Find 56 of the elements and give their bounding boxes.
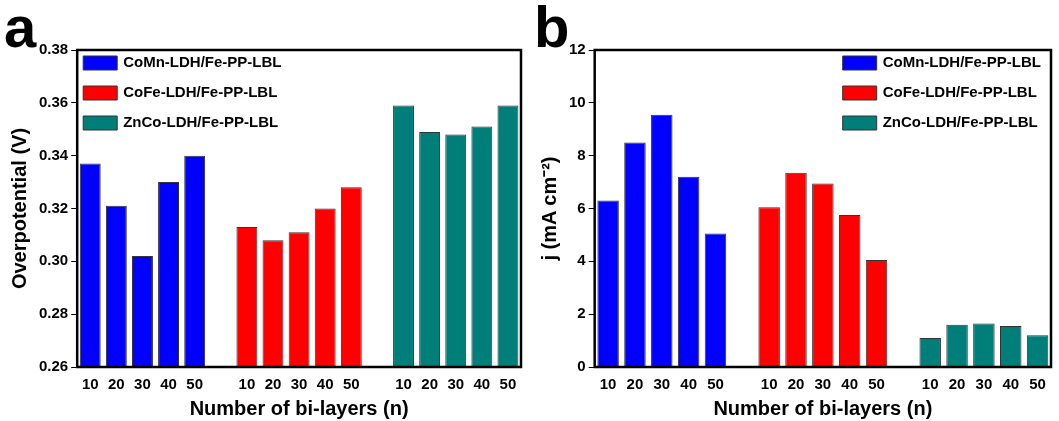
legend-label: CoMn-LDH/Fe-PP-LBL [882,53,1042,71]
x-tick-label: 50 [1029,375,1046,393]
x-tick-label: 50 [186,375,204,393]
chart-title: a [4,0,37,59]
x-tick-label: 20 [787,375,805,393]
x-tick-label: 50 [707,375,724,393]
x-tick-label: 20 [108,375,125,393]
y-axis-title: j (mA cm⁻²) [537,156,560,262]
legend-label: CoFe-LDH/Fe-PP-LBL [123,83,278,101]
x-tick-label: 10 [921,375,939,393]
x-tick-label: 20 [264,375,282,393]
y-tick-label: 0.34 [38,145,69,163]
x-tick-label: 30 [447,375,465,393]
x-tick-label: 40 [841,375,859,393]
x-tick-label: 40 [1002,375,1020,393]
y-tick-label: 0.30 [38,251,69,269]
y-tick-label: 8 [577,145,586,163]
x-tick-label: 40 [160,375,177,393]
x-tick-label: 30 [134,375,151,393]
x-tick-label: 10 [599,375,617,393]
y-tick-label: 4 [577,251,587,269]
y-tick-label: 0.28 [38,304,69,322]
legend-label: ZnCo-LDH/Fe-PP-LBL [882,113,1038,131]
x-tick-label: 50 [342,375,360,393]
x-tick-label: 30 [290,375,308,393]
y-axis-title: Overpotential (V) [7,127,30,290]
y-tick-label: 0.26 [38,357,69,375]
x-tick-label: 50 [868,375,885,393]
y-tick-label: 6 [577,198,586,216]
legend-label: ZnCo-LDH/Fe-PP-LBL [123,113,279,131]
x-axis-title: Number of bi-layers (n) [713,396,933,419]
x-tick-label: 10 [238,375,256,393]
y-tick-label: 2 [577,304,586,322]
y-tick-label: 0 [577,357,586,375]
x-tick-label: 40 [680,375,697,393]
x-tick-label: 40 [473,375,491,393]
x-tick-label: 20 [948,375,966,393]
y-tick-label: 12 [569,40,586,58]
x-tick-label: 30 [653,375,671,393]
x-tick-label: 30 [814,375,832,393]
x-tick-label: 40 [316,375,334,393]
x-tick-label: 10 [760,375,778,393]
y-tick-label: 0.38 [38,40,69,58]
y-tick-label: 0.36 [38,92,69,110]
x-tick-label: 30 [975,375,993,393]
y-tick-label: 10 [569,92,586,110]
legend-label: CoFe-LDH/Fe-PP-LBL [882,83,1037,101]
legend-label: CoMn-LDH/Fe-PP-LBL [123,53,282,71]
x-tick-label: 10 [395,375,412,393]
y-tick-label: 0.32 [38,198,69,216]
chart-title: b [534,0,570,59]
x-axis-title: Number of bi-layers (n) [189,396,409,419]
x-tick-label: 20 [421,375,438,393]
x-tick-label: 20 [626,375,644,393]
x-tick-label: 50 [499,375,517,393]
x-tick-label: 10 [81,375,99,393]
